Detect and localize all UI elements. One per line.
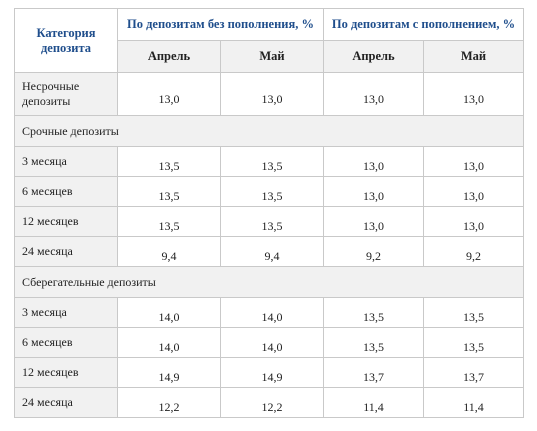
rate-cell: 11,4: [422, 387, 525, 418]
group-header-with-topup: По депозитам с пополнением, %: [322, 8, 525, 41]
category-header: Категория депозита: [14, 8, 118, 73]
rate-cell: 13,5: [220, 146, 324, 177]
table-row: 12 месяцев 13,5 13,5 13,0 13,0: [14, 206, 525, 237]
row-label: Несрочные депозиты: [14, 72, 118, 116]
rate-cell: 13,5: [422, 297, 525, 328]
rate-cell: 13,7: [323, 357, 424, 388]
rate-cell: 14,9: [220, 357, 324, 388]
rate-cell: 13,0: [422, 176, 525, 207]
table-row: Несрочные депозиты 13,0 13,0 13,0 13,0: [14, 72, 525, 116]
table-row: 3 месяца 14,0 14,0 13,5 13,5: [14, 297, 525, 328]
rate-cell: 13,7: [422, 357, 525, 388]
rate-cell: 14,9: [117, 357, 221, 388]
deposit-rates-table: Категория депозита По депозитам без попо…: [13, 8, 525, 418]
section-label: Срочные депозиты: [13, 115, 525, 147]
rate-cell: 13,5: [117, 206, 221, 237]
rate-cell: 13,0: [220, 72, 324, 116]
month-header: Апрель: [323, 40, 424, 73]
table-row: 12 месяцев 14,9 14,9 13,7 13,7: [14, 357, 525, 388]
rate-cell: 13,5: [117, 146, 221, 177]
rate-cell: 14,0: [117, 327, 221, 358]
rate-cell: 13,0: [323, 146, 424, 177]
table-row: 6 месяцев 13,5 13,5 13,0 13,0: [14, 176, 525, 207]
section-row: Сберегательные депозиты: [13, 266, 525, 298]
table-row: 3 месяца 13,5 13,5 13,0 13,0: [14, 146, 525, 177]
rate-cell: 9,4: [220, 236, 324, 267]
month-header: Апрель: [117, 40, 221, 73]
rate-cell: 11,4: [323, 387, 424, 418]
row-label: 24 месяца: [14, 236, 118, 267]
rate-cell: 14,0: [220, 297, 324, 328]
row-label: 12 месяцев: [14, 206, 118, 237]
table-body: Несрочные депозиты 13,0 13,0 13,0 13,0 Срочны…: [13, 72, 525, 418]
rate-cell: 13,5: [422, 327, 525, 358]
rate-cell: 13,5: [323, 297, 424, 328]
rate-cell: 9,2: [323, 236, 424, 267]
rate-cell: 9,4: [117, 236, 221, 267]
rate-cell: 12,2: [117, 387, 221, 418]
section-label: Сберегательные депозиты: [13, 266, 525, 298]
rate-cell: 13,0: [422, 206, 525, 237]
month-header: Май: [422, 40, 525, 73]
rate-cell: 13,0: [323, 72, 424, 116]
rate-cell: 12,2: [220, 387, 324, 418]
rate-cell: 13,5: [117, 176, 221, 207]
rate-cell: 13,0: [323, 176, 424, 207]
rate-cell: 13,5: [220, 206, 324, 237]
rate-cell: 9,2: [422, 236, 525, 267]
rate-cell: 13,0: [422, 72, 525, 116]
table-row: 24 месяца 12,2 12,2 11,4 11,4: [14, 387, 525, 418]
row-label: 3 месяца: [14, 146, 118, 177]
row-label: 6 месяцев: [14, 176, 118, 207]
group-header-no-topup: По депозитам без пополнения, %: [117, 8, 324, 41]
rate-cell: 13,0: [323, 206, 424, 237]
table-row: 6 месяцев 14,0 14,0 13,5 13,5: [14, 327, 525, 358]
row-label: 12 месяцев: [14, 357, 118, 388]
rate-cell: 14,0: [220, 327, 324, 358]
row-label: 3 месяца: [14, 297, 118, 328]
rate-cell: 13,5: [220, 176, 324, 207]
rate-cell: 13,5: [323, 327, 424, 358]
row-label: 6 месяцев: [14, 327, 118, 358]
rate-cell: 13,0: [422, 146, 525, 177]
table-row: 24 месяца 9,4 9,4 9,2 9,2: [14, 236, 525, 267]
row-label: 24 месяца: [14, 387, 118, 418]
section-row: Срочные депозиты: [13, 115, 525, 147]
rate-cell: 14,0: [117, 297, 221, 328]
rate-cell: 13,0: [117, 72, 221, 116]
month-header: Май: [220, 40, 324, 73]
